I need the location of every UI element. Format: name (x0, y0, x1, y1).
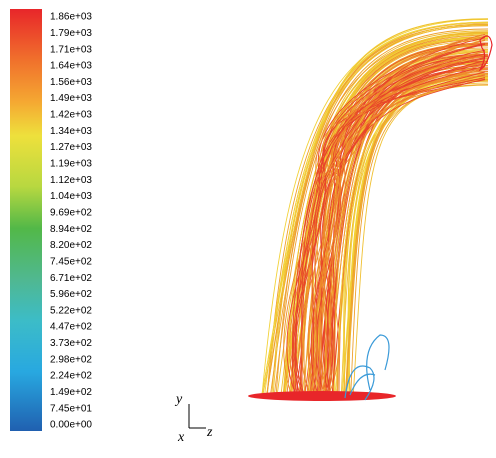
pathline (353, 85, 488, 394)
triad-label: y (174, 392, 183, 407)
colorbar-label: 1.56e+03 (50, 77, 92, 88)
colorbar-label: 1.42e+03 (50, 110, 92, 121)
colorbar-label: 1.49e+03 (50, 93, 92, 104)
colorbar-label: 3.73e+02 (50, 338, 92, 349)
colorbar-label: 1.79e+03 (50, 28, 92, 39)
colorbar-label: 2.98e+02 (50, 354, 92, 365)
triad-label: z (206, 425, 213, 440)
visualization: 1.86e+03 1.79e+03 1.71e+03 1.64e+03 1.56e+03… (0, 0, 496, 458)
colorbar-label: 1.19e+03 (50, 159, 92, 170)
colorbar-label: 9.69e+02 (50, 207, 92, 218)
colorbar (10, 9, 42, 431)
colorbar-labels: 1.86e+03 1.79e+03 1.71e+03 1.64e+03 1.56e+03… (50, 12, 92, 431)
colorbar-label: 1.64e+03 (50, 61, 92, 72)
colorbar-label: 1.34e+03 (50, 126, 92, 137)
colorbar-label: 6.71e+02 (50, 273, 92, 284)
colorbar-label: 2.24e+02 (50, 371, 92, 382)
triad-label: x (177, 430, 185, 445)
pathlines (262, 19, 488, 394)
axes-triad: y x z (174, 392, 213, 445)
colorbar-label: 1.49e+02 (50, 387, 92, 398)
colorbar-label: 1.27e+03 (50, 142, 92, 153)
colorbar-label: 8.94e+02 (50, 224, 92, 235)
colorbar-label: 5.96e+02 (50, 289, 92, 300)
colorbar-label: 0.00e+00 (50, 420, 92, 431)
colorbar-label: 4.47e+02 (50, 322, 92, 333)
colorbar-label: 7.45e+01 (50, 403, 92, 414)
colorbar-label: 8.20e+02 (50, 240, 92, 251)
colorbar-label: 5.22e+02 (50, 305, 92, 316)
colorbar-label: 7.45e+02 (50, 256, 92, 267)
colorbar-label: 1.04e+03 (50, 191, 92, 202)
inlet (248, 391, 396, 401)
colorbar-label: 1.71e+03 (50, 44, 92, 55)
colorbar-label: 1.12e+03 (50, 175, 92, 186)
colorbar-label: 1.86e+03 (50, 12, 92, 23)
